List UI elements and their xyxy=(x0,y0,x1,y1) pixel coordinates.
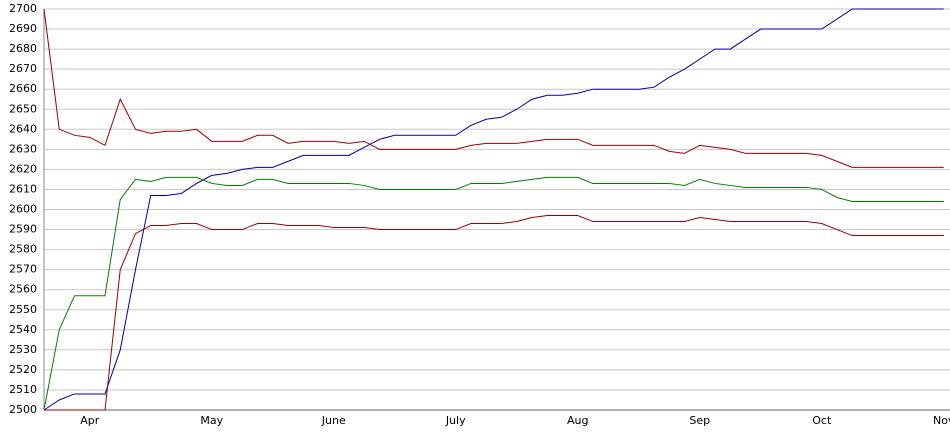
y-tick-label: 2520 xyxy=(9,363,37,376)
y-tick-label: 2590 xyxy=(9,223,37,236)
x-tick-label: Sep xyxy=(689,414,710,427)
series-line xyxy=(43,176,944,411)
y-tick-label: 2580 xyxy=(9,243,37,256)
y-tick-label: 2630 xyxy=(9,142,37,155)
series-line xyxy=(44,215,944,411)
y-tick-label: 2550 xyxy=(9,303,37,316)
y-tick-label: 2540 xyxy=(9,323,37,336)
y-tick-label: 2640 xyxy=(9,122,37,135)
y-tick-label: 2510 xyxy=(9,383,37,396)
x-tick-label: Oct xyxy=(812,414,832,427)
y-tick-label: 2600 xyxy=(9,203,37,216)
y-tick-label: 2690 xyxy=(9,22,37,35)
y-tick-label: 2610 xyxy=(9,182,37,195)
y-tick-label: 2680 xyxy=(9,42,37,55)
y-tick-label: 2500 xyxy=(9,403,37,416)
series-line xyxy=(43,8,944,168)
y-tick-label: 2670 xyxy=(9,62,37,75)
y-tick-label: 2650 xyxy=(9,102,37,115)
x-tick-label: May xyxy=(200,414,223,427)
y-tick-label: 2530 xyxy=(9,343,37,356)
x-tick-label: Apr xyxy=(80,414,100,427)
x-tick-label: Aug xyxy=(567,414,588,427)
y-tick-label: 2660 xyxy=(9,82,37,95)
series-line xyxy=(43,8,944,411)
x-tick-label: July xyxy=(445,414,466,427)
y-tick-label: 2620 xyxy=(9,162,37,175)
x-tick-label: Nov xyxy=(933,414,950,427)
y-tick-label: 2570 xyxy=(9,263,37,276)
y-tick-label: 2700 xyxy=(9,2,37,15)
y-tick-label: 2560 xyxy=(9,283,37,296)
x-tick-label: June xyxy=(321,414,346,427)
